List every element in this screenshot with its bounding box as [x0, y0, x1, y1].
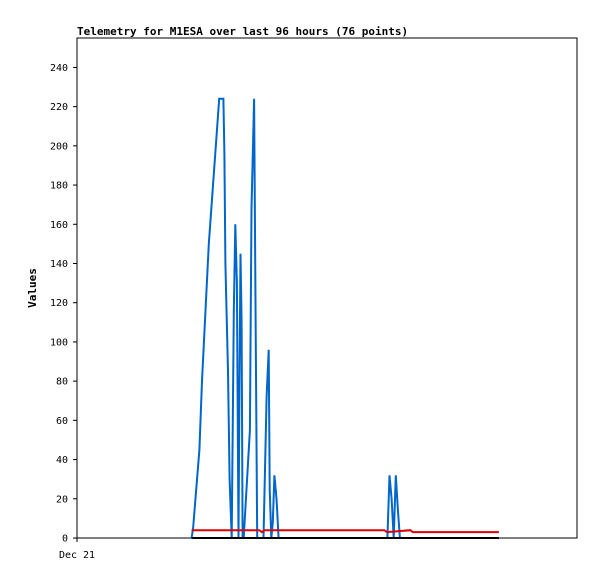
y-tick-label: 140 — [50, 259, 68, 270]
y-tick-label: 120 — [50, 298, 68, 309]
series-line-2 — [191, 529, 499, 534]
plot-frame — [76, 37, 578, 539]
y-tick-label: 180 — [50, 181, 68, 192]
chart-title: Telemetry for M1ESA over last 96 hours (… — [77, 25, 408, 38]
y-tick-label: 220 — [50, 102, 68, 113]
y-tick-label: 0 — [62, 534, 68, 545]
x-tick-label: Dec 21 — [59, 550, 95, 561]
y-tick-label: 200 — [50, 141, 68, 152]
y-axis-label: Values — [26, 268, 39, 308]
y-tick-label: 100 — [50, 337, 68, 348]
y-tick-label: 160 — [50, 220, 68, 231]
x-axis: Dec 21 — [59, 538, 95, 561]
y-tick-label: 20 — [56, 494, 68, 505]
series-line-1 — [190, 97, 401, 539]
y-tick-label: 80 — [56, 377, 68, 388]
y-tick-label: 60 — [56, 416, 68, 427]
y-tick-label: 40 — [56, 455, 68, 466]
y-tick-label: 240 — [50, 63, 68, 74]
series-layer — [190, 97, 499, 539]
y-axis: 0 20 40 60 80 100 120 140 160 180 200 220 240 — [50, 63, 77, 545]
